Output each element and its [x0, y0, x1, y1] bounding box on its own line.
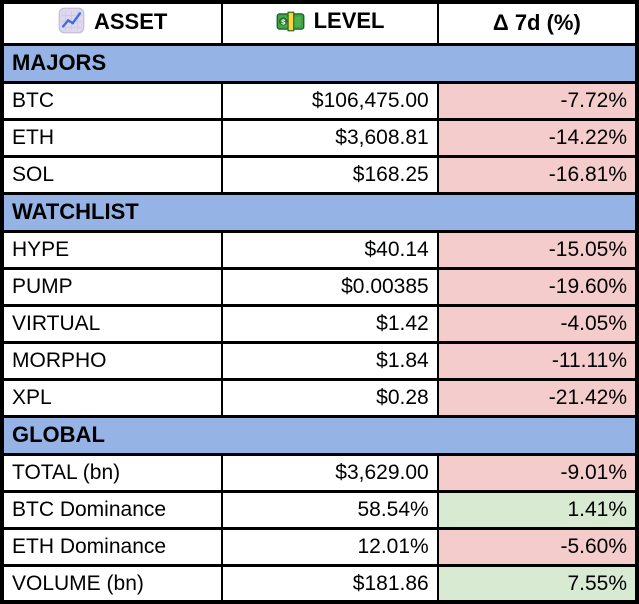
asset-cell[interactable]: BTC	[0, 80, 224, 121]
delta-cell[interactable]: -11.11%	[436, 340, 639, 381]
section-title[interactable]: WATCHLIST	[1, 191, 638, 233]
asset-cell[interactable]: SOL	[0, 154, 224, 195]
column-header-level[interactable]: $ LEVEL	[221, 0, 439, 46]
level-cell[interactable]: 12.01%	[221, 526, 439, 567]
table-row: VIRTUAL $1.42 -4.05%	[0, 303, 639, 344]
table-row: XPL $0.28 -21.42%	[0, 377, 639, 418]
delta-cell[interactable]: -5.60%	[436, 526, 639, 567]
svg-text:$: $	[281, 17, 286, 26]
asset-cell[interactable]: VOLUME (bn)	[0, 563, 224, 604]
delta-cell[interactable]: -14.22%	[436, 117, 639, 158]
table-row: MORPHO $1.84 -11.11%	[0, 340, 639, 381]
level-cell[interactable]: $106,475.00	[221, 80, 439, 121]
delta-cell[interactable]: -21.42%	[436, 377, 639, 418]
delta-cell[interactable]: -19.60%	[436, 266, 639, 307]
asset-cell[interactable]: VIRTUAL	[0, 303, 224, 344]
table-row: ETH $3,608.81 -14.22%	[0, 117, 639, 158]
delta-cell[interactable]: 1.41%	[436, 489, 639, 530]
delta-cell[interactable]: -4.05%	[436, 303, 639, 344]
dollar-banknote-icon: $	[276, 10, 305, 38]
delta-cell[interactable]: -7.72%	[436, 80, 639, 121]
delta-cell[interactable]: 7.55%	[436, 563, 639, 604]
column-header-asset[interactable]: ASSET	[0, 0, 224, 46]
asset-cell[interactable]: PUMP	[0, 266, 224, 307]
asset-cell[interactable]: TOTAL (bn)	[0, 452, 224, 493]
header-row: ASSET $ LEVEL Δ 7d (%)	[0, 0, 639, 46]
level-cell[interactable]: $40.14	[221, 229, 439, 270]
level-cell[interactable]: 58.54%	[221, 489, 439, 530]
level-cell[interactable]: $168.25	[221, 154, 439, 195]
level-cell[interactable]: $1.42	[221, 303, 439, 344]
chart-increasing-icon	[58, 7, 85, 39]
section-row-majors: MAJORS	[1, 42, 638, 84]
asset-cell[interactable]: ETH	[0, 117, 224, 158]
level-cell[interactable]: $3,629.00	[221, 452, 439, 493]
level-cell[interactable]: $181.86	[221, 563, 439, 604]
column-header-level-label: LEVEL	[313, 7, 385, 33]
asset-cell[interactable]: MORPHO	[0, 340, 224, 381]
delta-cell[interactable]: -9.01%	[436, 452, 639, 493]
level-cell[interactable]: $1.84	[221, 340, 439, 381]
section-title[interactable]: MAJORS	[1, 42, 638, 84]
table-row: VOLUME (bn) $181.86 7.55%	[0, 563, 639, 604]
section-row-watchlist: WATCHLIST	[1, 191, 638, 233]
asset-cell[interactable]: BTC Dominance	[0, 489, 224, 530]
delta-cell[interactable]: -15.05%	[436, 229, 639, 270]
column-header-delta-label: Δ 7d (%)	[492, 10, 581, 36]
level-cell[interactable]: $3,608.81	[221, 117, 439, 158]
section-row-global: GLOBAL	[1, 414, 638, 456]
table-row: TOTAL (bn) $3,629.00 -9.01%	[0, 452, 639, 493]
table-row: PUMP $0.00385 -19.60%	[0, 266, 639, 307]
table-row: SOL $168.25 -16.81%	[0, 154, 639, 195]
asset-cell[interactable]: ETH Dominance	[0, 526, 224, 567]
level-cell[interactable]: $0.00385	[221, 266, 439, 307]
table-row: HYPE $40.14 -15.05%	[0, 229, 639, 270]
delta-cell[interactable]: -16.81%	[436, 154, 639, 195]
table-row: BTC $106,475.00 -7.72%	[0, 80, 639, 121]
table-row: ETH Dominance 12.01% -5.60%	[0, 526, 639, 567]
section-title[interactable]: GLOBAL	[1, 414, 638, 456]
level-cell[interactable]: $0.28	[221, 377, 439, 418]
asset-cell[interactable]: HYPE	[0, 229, 224, 270]
column-header-asset-label: ASSET	[94, 9, 168, 35]
table-row: BTC Dominance 58.54% 1.41%	[0, 489, 639, 530]
column-header-delta[interactable]: Δ 7d (%)	[436, 0, 639, 46]
asset-cell[interactable]: XPL	[0, 377, 224, 418]
